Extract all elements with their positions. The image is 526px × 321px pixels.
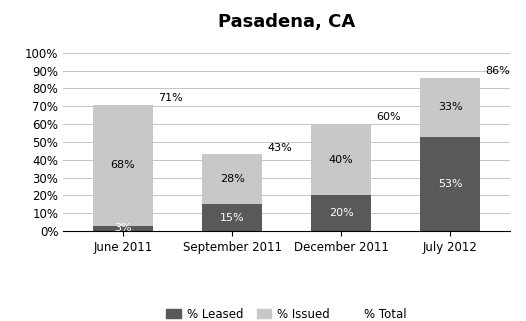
Text: 43%: 43% <box>268 143 292 153</box>
Bar <box>311 195 371 231</box>
Bar <box>202 154 262 204</box>
Text: 3%: 3% <box>114 223 132 233</box>
Text: 33%: 33% <box>438 102 462 112</box>
Text: 28%: 28% <box>220 174 245 184</box>
Bar <box>420 78 480 137</box>
Bar <box>311 124 371 195</box>
Bar <box>93 226 153 231</box>
Text: 53%: 53% <box>438 179 462 189</box>
Text: 60%: 60% <box>377 112 401 122</box>
Text: 15%: 15% <box>220 213 245 223</box>
Text: 40%: 40% <box>329 155 353 165</box>
Text: 86%: 86% <box>485 66 510 76</box>
Bar <box>202 204 262 231</box>
Text: 20%: 20% <box>329 208 353 218</box>
Text: 71%: 71% <box>158 93 183 103</box>
Bar <box>420 137 480 231</box>
Text: 68%: 68% <box>110 160 136 170</box>
Legend: % Leased, % Issued, % Total: % Leased, % Issued, % Total <box>161 303 412 321</box>
Title: Pasadena, CA: Pasadena, CA <box>218 13 355 31</box>
Bar <box>93 105 153 226</box>
